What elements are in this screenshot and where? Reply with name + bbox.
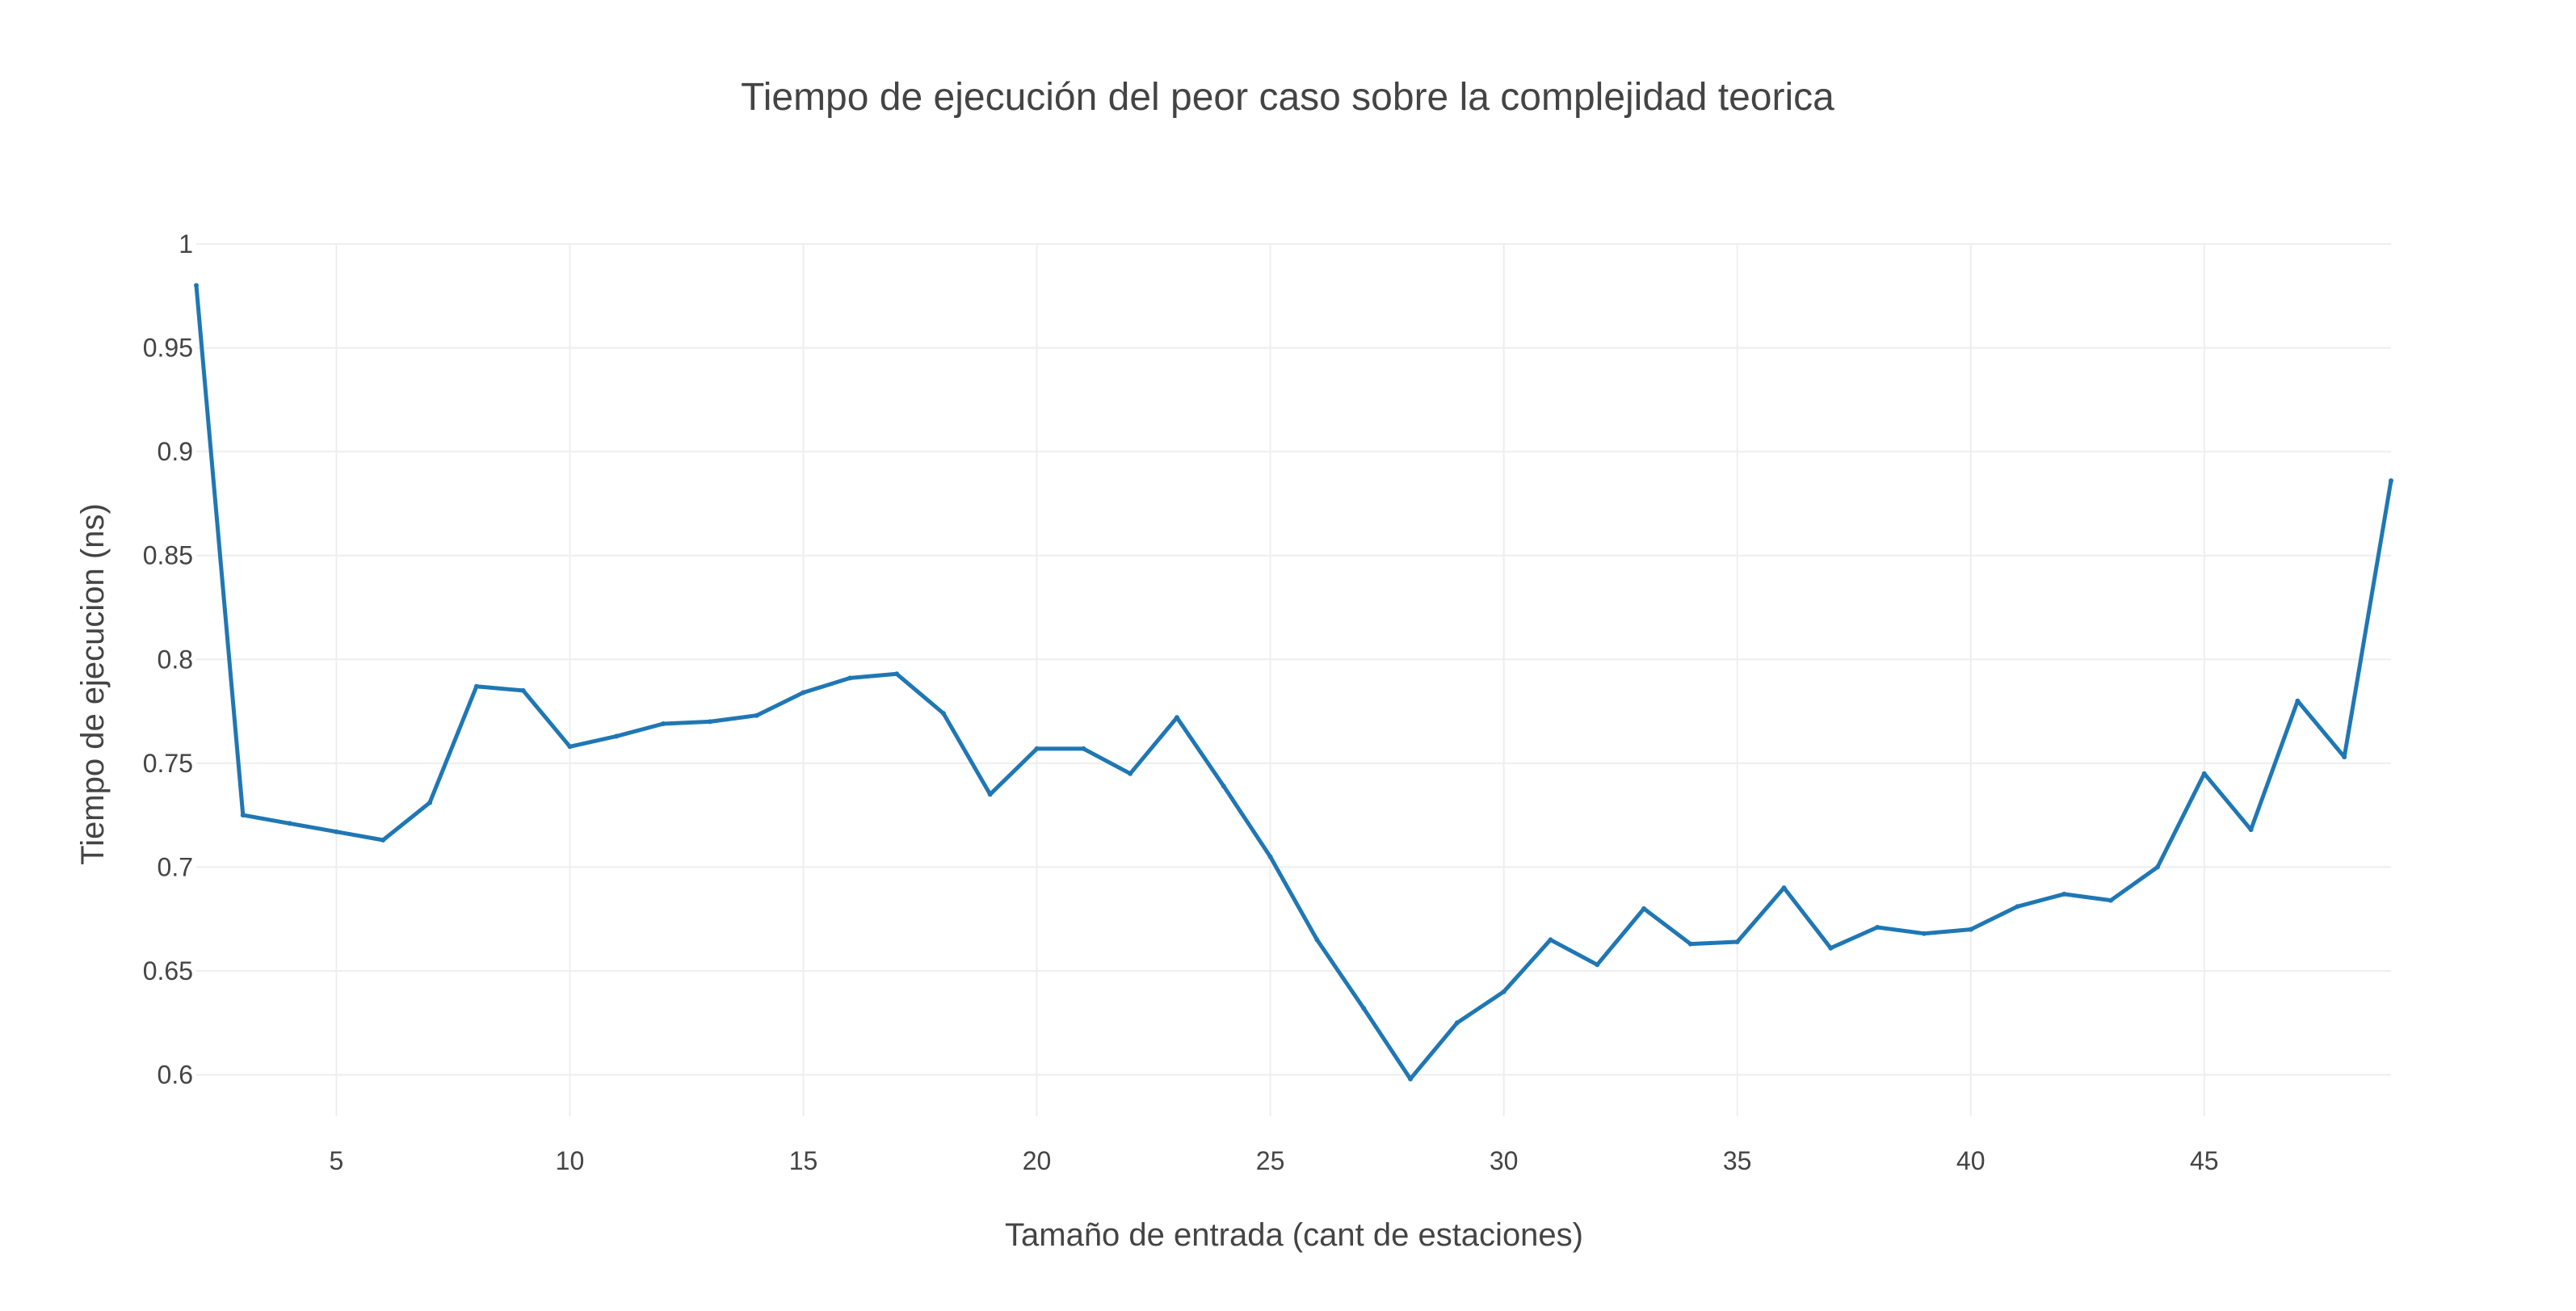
data-point [1174, 715, 1179, 721]
data-point [240, 813, 246, 818]
y-tick-label: 0.75 [143, 749, 193, 778]
y-tick-labels: 0.6 0.65 0.7 0.75 0.8 0.85 0.9 0.95 1 [143, 229, 193, 1090]
data-point [1828, 945, 1834, 951]
data-point [1081, 746, 1086, 751]
y-tick-label: 1 [179, 229, 193, 258]
x-tick-labels: 5 10 15 20 25 30 35 40 45 [330, 1146, 2219, 1175]
data-point [2061, 891, 2067, 897]
data-point [1734, 939, 1740, 944]
data-point [1687, 941, 1693, 947]
data-point [1501, 989, 1507, 994]
data-point [1641, 906, 1647, 911]
data-point [1595, 962, 1600, 968]
data-point [194, 283, 199, 288]
y-tick-label: 0.85 [143, 541, 193, 570]
data-point [2015, 904, 2020, 910]
x-tick-label: 35 [1723, 1146, 1752, 1175]
data-point [847, 675, 853, 681]
x-tick-label: 25 [1256, 1146, 1285, 1175]
y-tick-label: 0.7 [158, 852, 193, 881]
y-tick-label: 0.8 [158, 645, 193, 674]
data-point [1781, 885, 1787, 891]
data-point [661, 721, 666, 726]
data-point [1408, 1076, 1414, 1082]
data-point [1034, 746, 1040, 751]
data-point [754, 712, 759, 718]
y-tick-label: 0.9 [158, 437, 193, 466]
y-tick-label: 0.65 [143, 956, 193, 985]
data-point [1548, 937, 1553, 943]
data-point [473, 683, 479, 689]
data-point [1921, 931, 1927, 936]
data-point [520, 687, 526, 693]
data-point [1221, 784, 1226, 789]
data-point [1454, 1020, 1460, 1026]
data-point [2248, 827, 2254, 833]
data-point [567, 744, 573, 750]
data-point [2154, 864, 2160, 870]
x-tick-label: 45 [2190, 1146, 2219, 1175]
x-tick-label: 15 [789, 1146, 818, 1175]
data-point [287, 821, 292, 826]
data-point [427, 800, 433, 805]
x-axis-title: Tamaño de entrada (cant de estaciones) [1005, 1217, 1583, 1253]
x-gridlines [335, 244, 2205, 1116]
x-tick-label: 20 [1023, 1146, 1052, 1175]
y-tick-label: 0.6 [158, 1061, 193, 1090]
x-tick-label: 10 [556, 1146, 585, 1175]
data-point [2295, 698, 2301, 704]
data-point [894, 671, 900, 677]
chart-title: Tiempo de ejecución del peor caso sobre … [741, 76, 1834, 119]
data-point [380, 838, 386, 842]
data-point [1314, 937, 1320, 943]
data-point [1128, 771, 1133, 776]
data-point [2342, 754, 2347, 760]
data-point [987, 792, 993, 797]
data-point [1968, 927, 1973, 932]
data-point [801, 690, 806, 695]
data-point [2108, 897, 2114, 903]
y-axis-title: Tiempo de ejecucion (ns) [75, 503, 111, 865]
x-tick-label: 40 [1956, 1146, 1986, 1175]
data-point [1361, 1006, 1367, 1011]
data-point [1267, 854, 1273, 859]
x-tick-label: 30 [1490, 1146, 1519, 1175]
series-group [194, 283, 2393, 1082]
data-point [940, 711, 946, 716]
y-tick-label: 0.95 [143, 334, 193, 363]
x-tick-label: 5 [330, 1146, 344, 1175]
data-point [2201, 771, 2207, 776]
series-line [194, 283, 2393, 1082]
y-gridlines [196, 243, 2391, 1076]
data-point [334, 829, 339, 834]
data-point [2389, 478, 2393, 484]
data-point [614, 733, 620, 739]
data-point [707, 719, 712, 725]
data-point [1875, 925, 1881, 930]
